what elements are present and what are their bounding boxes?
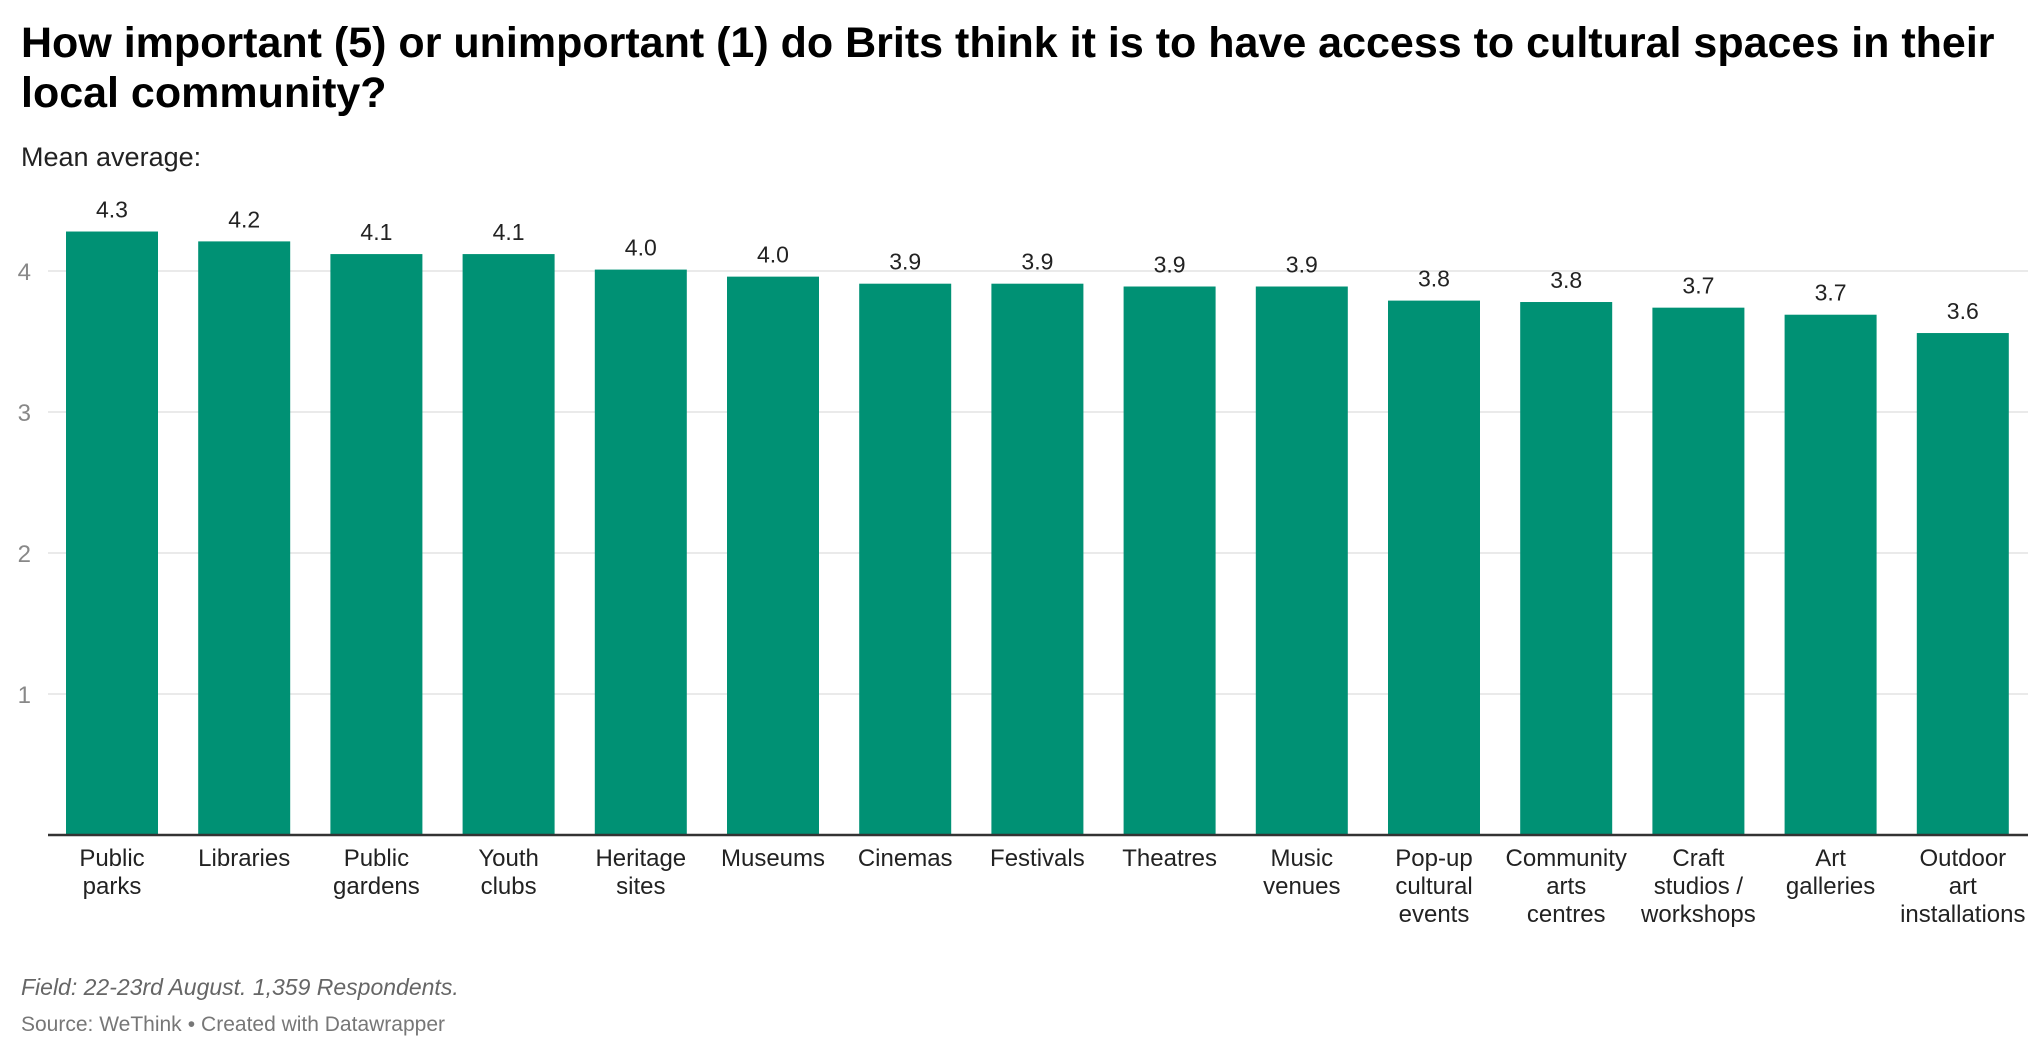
- bar: [1124, 287, 1216, 835]
- y-tick-label: 3: [18, 400, 31, 427]
- bar: [463, 254, 555, 835]
- x-tick-label: Craft studios / workshops: [1640, 845, 1756, 928]
- value-label: 3.9: [1286, 252, 1318, 278]
- x-tick-label: Libraries: [198, 845, 290, 872]
- bars: [66, 232, 2009, 835]
- bar: [1520, 302, 1612, 835]
- x-tick-label: Community arts centres: [1506, 845, 1627, 928]
- chart-subtitle: Mean average:: [21, 140, 201, 174]
- x-tick-label: Outdoor art installations: [1900, 845, 2025, 928]
- bar-chart: 1 2 3 4 4.3 Public parks 4.2 Libraries 4.1 Public…: [0, 180, 2040, 940]
- chart-title: How important (5) or unimportant (1) do …: [21, 18, 2001, 118]
- source-label: Source: WeThink: [21, 1013, 182, 1036]
- credit-label: Created with Datawrapper: [201, 1013, 445, 1036]
- x-tick-label: Heritage sites: [595, 845, 686, 900]
- bar: [595, 270, 687, 835]
- footer-source: Source: WeThink • Created with Datawrapper: [21, 1011, 445, 1039]
- value-label: 3.7: [1815, 280, 1847, 306]
- footer-note: Field: 22-23rd August. 1,359 Respondents…: [21, 972, 459, 1002]
- y-tick-label: 4: [18, 259, 31, 286]
- footer-separator: •: [182, 1013, 201, 1036]
- value-label: 3.9: [1154, 252, 1186, 278]
- x-tick-label: Pop-up cultural events: [1395, 845, 1472, 928]
- x-tick-label: Art galleries: [1786, 845, 1875, 900]
- bar: [1256, 287, 1348, 835]
- bar: [727, 277, 819, 835]
- bar: [859, 284, 951, 835]
- x-tick-label: Youth clubs: [478, 845, 539, 900]
- bar: [991, 284, 1083, 835]
- x-tick-label: Public parks: [79, 845, 144, 900]
- y-tick-label: 2: [18, 541, 31, 568]
- value-label: 3.8: [1418, 266, 1450, 292]
- value-label: 4.0: [757, 242, 789, 268]
- bar: [66, 232, 158, 835]
- value-label: 3.9: [889, 249, 921, 275]
- value-label: 3.7: [1682, 273, 1714, 299]
- x-tick-label: Cinemas: [858, 845, 953, 872]
- x-tick-label: Music venues: [1263, 845, 1340, 900]
- x-tick-label: Public gardens: [333, 845, 420, 900]
- x-tick-label: Museums: [721, 845, 825, 872]
- bar: [330, 254, 422, 835]
- value-label: 4.3: [96, 197, 128, 223]
- bar: [198, 241, 290, 835]
- y-tick-label: 1: [18, 682, 31, 709]
- x-tick-label: Festivals: [990, 845, 1085, 872]
- value-label: 4.1: [493, 219, 525, 245]
- bar: [1785, 315, 1877, 835]
- value-label: 3.6: [1947, 298, 1979, 324]
- bar: [1917, 333, 2009, 835]
- bar: [1388, 301, 1480, 835]
- bar: [1652, 308, 1744, 835]
- value-label: 4.1: [360, 219, 392, 245]
- value-label: 4.0: [625, 235, 657, 261]
- x-tick-label: Theatres: [1122, 845, 1217, 872]
- value-label: 3.9: [1021, 249, 1053, 275]
- value-label: 4.2: [228, 206, 260, 232]
- value-label: 3.8: [1550, 267, 1582, 293]
